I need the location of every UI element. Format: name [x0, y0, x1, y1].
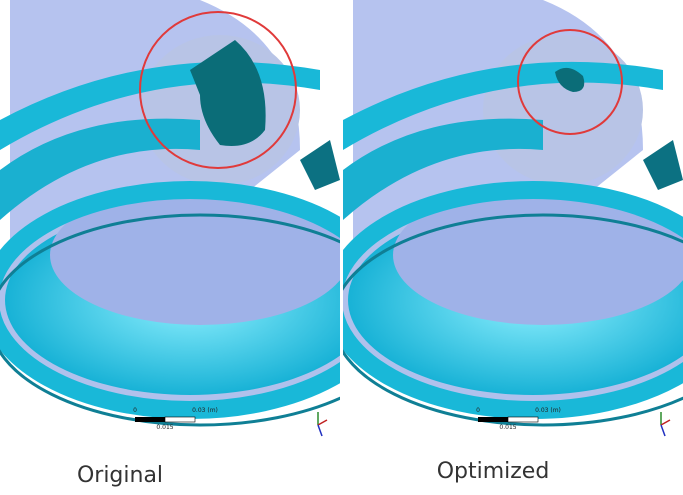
- scale-mid: 0.015: [156, 424, 173, 431]
- render: [0, 0, 340, 427]
- axis-triad: [317, 412, 328, 437]
- scale-mid: 0.015: [499, 424, 516, 431]
- render: [343, 0, 683, 440]
- caption: Optimized: [437, 459, 550, 484]
- caption: Original: [77, 463, 163, 488]
- scale-end: 0.03 (m): [535, 407, 561, 414]
- scale-start: 0: [476, 407, 480, 414]
- scale-start: 0: [133, 407, 137, 414]
- axis-triad: [660, 412, 671, 437]
- panel-optimized: 0 0.03 (m) 0.015 Optimized: [343, 0, 683, 484]
- scale-end: 0.03 (m): [192, 407, 218, 414]
- panel-original: 0 0.03 (m) 0.015 Original: [0, 0, 340, 488]
